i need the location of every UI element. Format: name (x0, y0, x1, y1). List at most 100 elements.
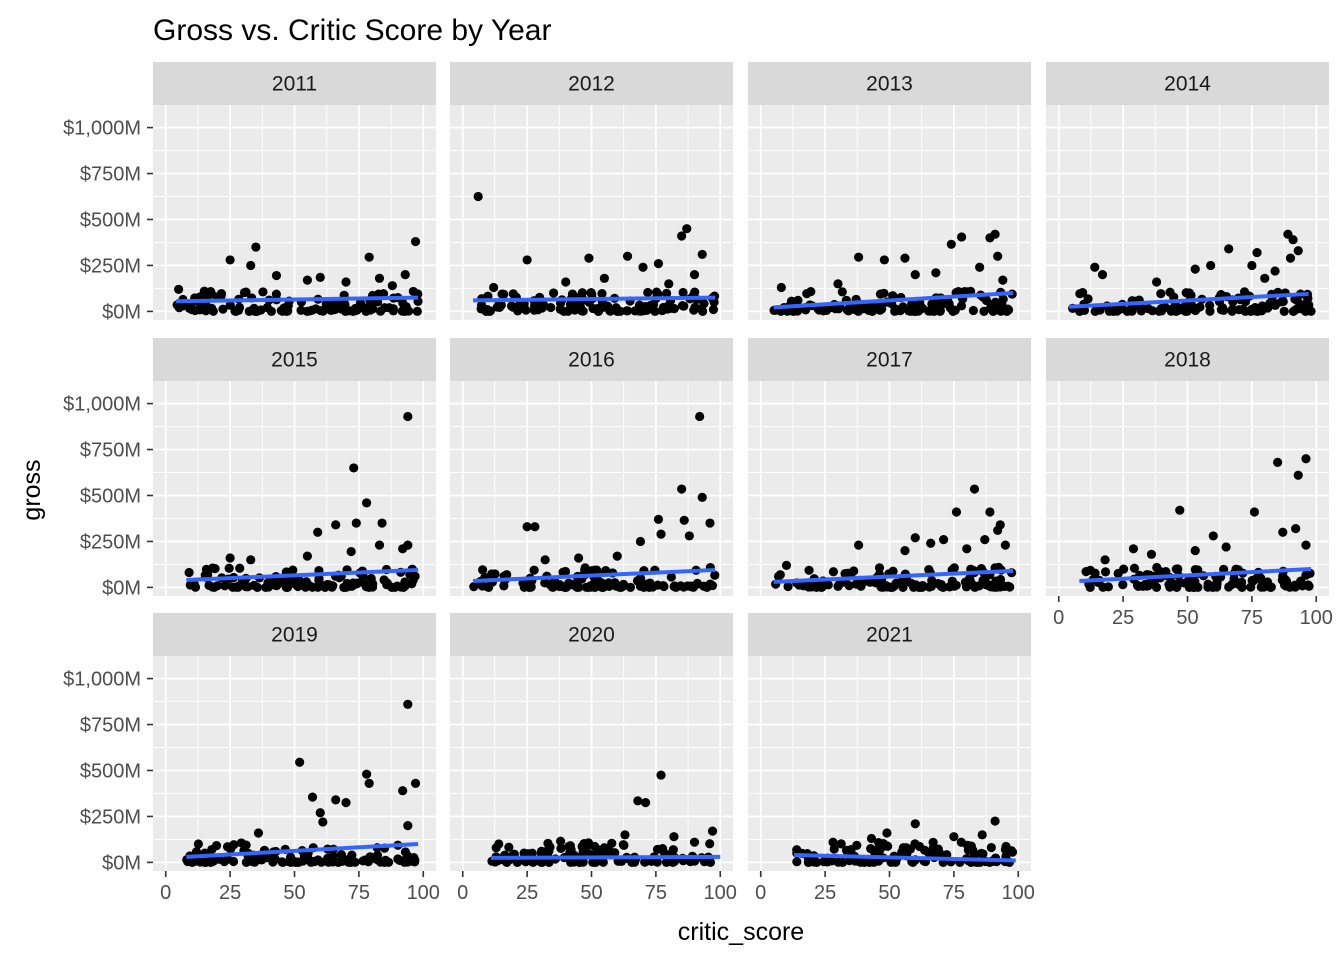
data-point (522, 522, 532, 532)
data-point (1270, 266, 1280, 276)
data-point (302, 275, 312, 285)
data-point (1146, 549, 1157, 559)
data-point (309, 856, 320, 866)
data-point (690, 287, 700, 297)
data-point (469, 582, 479, 592)
data-point (1154, 306, 1164, 316)
data-point (882, 828, 892, 838)
data-point (931, 268, 941, 278)
data-point (699, 857, 710, 867)
data-point (668, 845, 678, 855)
data-point (400, 270, 410, 280)
data-point (599, 843, 609, 853)
data-point (360, 855, 370, 865)
facet-panel-2017: 2017 (748, 338, 1031, 596)
data-point (346, 581, 356, 591)
data-point (193, 839, 203, 849)
data-point (344, 857, 354, 867)
data-point (1210, 581, 1221, 591)
data-point (1003, 304, 1013, 314)
data-point (909, 582, 919, 592)
facet-panel-2013: 2013 (748, 62, 1031, 320)
data-point (398, 786, 408, 796)
data-point (558, 567, 568, 577)
data-point (977, 830, 987, 840)
x-tick-label: 50 (580, 882, 602, 904)
data-point (201, 564, 212, 574)
data-point (1206, 260, 1216, 271)
strip-background (450, 338, 733, 381)
data-point (266, 306, 276, 316)
data-point (1257, 301, 1267, 311)
data-point (587, 289, 597, 300)
data-point (1149, 579, 1159, 589)
data-point (565, 841, 575, 851)
data-point (1190, 546, 1200, 556)
data-point (684, 531, 694, 541)
data-point (643, 579, 653, 589)
data-point (579, 839, 589, 849)
data-point (993, 525, 1003, 536)
data-point (293, 857, 303, 867)
data-point (271, 580, 281, 591)
data-point (412, 306, 422, 316)
data-point (476, 301, 487, 311)
data-point (1302, 305, 1313, 315)
data-point (271, 270, 282, 281)
data-point (811, 582, 822, 592)
data-point (658, 580, 668, 591)
facet-panel-2011: 2011 $0M $250M $500M $750M $1,000M (63, 62, 436, 323)
data-point (251, 242, 261, 252)
data-point (235, 563, 245, 573)
x-tick-label: 100 (407, 882, 440, 904)
data-point (222, 842, 233, 852)
data-point (197, 856, 207, 866)
y-tick-label: $500M (80, 209, 141, 231)
data-point (677, 484, 687, 494)
data-point (950, 305, 960, 315)
data-point (1151, 277, 1162, 287)
data-point (1221, 542, 1231, 552)
data-point (225, 300, 235, 310)
data-point (612, 551, 622, 561)
data-point (692, 579, 703, 589)
data-point (1228, 304, 1238, 314)
data-point (1193, 582, 1203, 592)
data-point (410, 236, 421, 247)
data-point (1249, 507, 1260, 517)
data-point (1252, 247, 1262, 258)
data-point (1118, 580, 1128, 590)
trend-line (1079, 567, 1312, 583)
facet-panel-2019: 2019 $0M $250M $500M $750M $1,000M 0 25 50 75 100 (63, 613, 440, 904)
trend-line (472, 567, 716, 583)
data-point (998, 294, 1008, 304)
data-point (362, 498, 372, 508)
data-point (618, 579, 629, 589)
data-point (1097, 270, 1108, 280)
data-point (640, 798, 651, 808)
data-point (666, 572, 676, 582)
data-point (804, 565, 814, 575)
strip-background (153, 62, 436, 105)
x-axis-title: critic_score (678, 918, 804, 946)
data-point (989, 305, 1000, 316)
data-point (315, 808, 325, 818)
data-point (361, 305, 371, 315)
data-point (904, 306, 914, 316)
data-point (250, 857, 260, 867)
y-tick-label: $750M (80, 715, 141, 737)
data-point (1208, 531, 1218, 541)
strip-label: 2014 (1164, 73, 1211, 96)
data-point (986, 842, 996, 853)
data-point (653, 514, 664, 524)
data-point (490, 569, 500, 579)
data-point (478, 565, 488, 575)
data-point (336, 850, 346, 860)
data-point (1247, 304, 1257, 315)
data-point (1290, 582, 1300, 592)
data-point (243, 582, 253, 592)
data-point (1172, 581, 1182, 591)
data-point (956, 837, 966, 847)
strip-background (153, 338, 436, 381)
data-point (695, 411, 705, 422)
